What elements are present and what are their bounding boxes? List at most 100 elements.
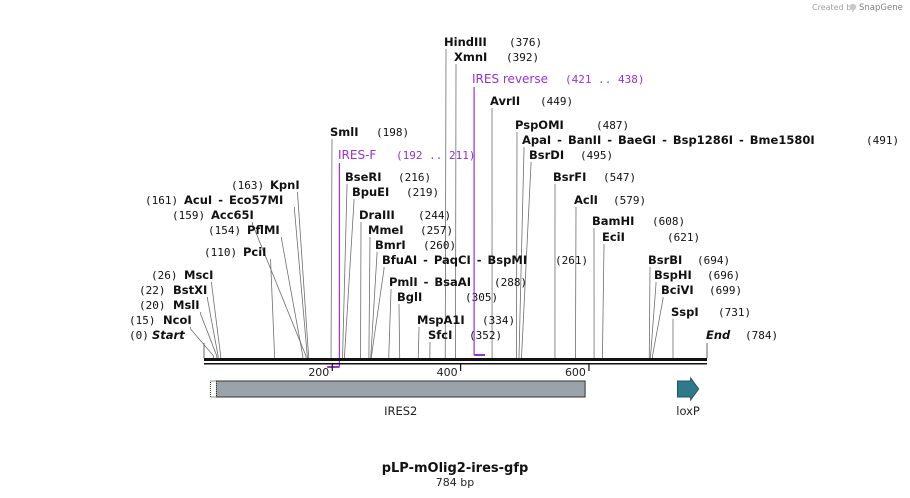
enzyme-bsrdi: BsrDI bbox=[529, 148, 564, 162]
enzyme-draiii: DraIII bbox=[359, 208, 395, 222]
enzyme-bstxi: BstXI bbox=[173, 283, 207, 297]
site-name-bfuai: BfuAI - PaqCI - BspMI bbox=[382, 253, 527, 267]
site-kpni: KpnI (163) bbox=[231, 178, 300, 192]
site-name-sspi: SspI bbox=[671, 305, 699, 319]
enzyme-bcivi: BciVI bbox=[661, 283, 694, 297]
enzyme-xmni: XmnI bbox=[454, 50, 487, 64]
site-apai: ApaI - BanII - BaeGI - Bsp1286I - Bme1580I (491) bbox=[522, 133, 899, 147]
site-position-acc65i: (159) bbox=[172, 209, 205, 222]
site-name-acui: AcuI - Eco57MI bbox=[184, 193, 283, 207]
site-position-mspa1i: (334) bbox=[482, 314, 515, 327]
enzyme-kpni: KpnI bbox=[270, 178, 300, 192]
site-mmei: MmeI (257) bbox=[368, 223, 453, 237]
site-draiii: DraIII (244) bbox=[359, 208, 451, 222]
site-acc65i: Acc65I (159) bbox=[172, 208, 254, 222]
primer-name-ires-f: IRES-F bbox=[338, 148, 376, 162]
enzyme-pcii: PciI bbox=[243, 245, 266, 259]
leader-msci bbox=[211, 282, 222, 358]
site-separator: - bbox=[607, 133, 612, 147]
leader-bsphi bbox=[650, 282, 657, 358]
site-position-msli: (20) bbox=[139, 299, 166, 312]
site-bsphi: BspHI (696) bbox=[654, 268, 740, 282]
enzyme-pflmi: PflMI bbox=[247, 223, 280, 237]
leader-msli bbox=[200, 312, 218, 358]
site-position-bsrfi: (547) bbox=[603, 171, 636, 184]
site-position-bsrbi: (694) bbox=[697, 254, 730, 267]
start-label: Start bbox=[152, 328, 185, 342]
site-position-bamhi: (608) bbox=[652, 215, 685, 228]
site-position-avrii: (449) bbox=[540, 95, 573, 108]
sequence-backbone bbox=[204, 358, 707, 365]
site-name-pspomi: PspOMI bbox=[515, 118, 564, 132]
primer-name-ires-reverse: IRES reverse bbox=[472, 72, 548, 86]
enzyme-mmei: MmeI bbox=[368, 223, 404, 237]
enzyme-bfuai: BfuAI bbox=[382, 253, 417, 267]
site-name-mspa1i: MspA1I bbox=[417, 313, 465, 327]
enzyme-bmri: BmrI bbox=[375, 238, 406, 252]
enzyme-sfci: SfcI bbox=[428, 328, 452, 342]
enzyme-ncoi: NcoI bbox=[163, 313, 192, 327]
leader-mspa1i bbox=[417, 327, 420, 358]
enzyme-paqci: PaqCI bbox=[434, 253, 471, 267]
site-separator: - bbox=[662, 133, 667, 147]
backbone-bottom-strand bbox=[204, 363, 707, 365]
feature-truncation-ires2 bbox=[209, 380, 217, 398]
enzyme-banii: BanII bbox=[568, 133, 601, 147]
enzyme-bseri: BseRI bbox=[345, 170, 382, 184]
enzyme-ecii: EciI bbox=[602, 230, 625, 244]
leader-bstxi bbox=[207, 297, 219, 358]
leader-pmli bbox=[388, 289, 392, 358]
snapgene-logo-icon bbox=[849, 3, 857, 11]
site-position-bgli: (305) bbox=[465, 291, 498, 304]
site-pspomi: PspOMI (487) bbox=[515, 118, 629, 132]
leader-apai bbox=[518, 147, 525, 358]
site-separator: - bbox=[423, 253, 428, 267]
site-name-ncoi: NcoI bbox=[163, 313, 192, 327]
site-bamhi: BamHI (608) bbox=[592, 214, 685, 228]
site-name-xmni: XmnI bbox=[454, 50, 487, 64]
site-bsrdi: BsrDI (495) bbox=[529, 148, 613, 162]
site-position-bseri: (216) bbox=[398, 171, 431, 184]
site-bmri: BmrI (260) bbox=[375, 238, 456, 252]
site-leader-lines bbox=[190, 49, 674, 358]
enzyme-acli: AclI bbox=[574, 193, 598, 207]
leader-pflmi bbox=[281, 237, 304, 358]
leader-bsrbi bbox=[648, 267, 651, 358]
site-msli: MslI (20) bbox=[139, 298, 200, 312]
site-position-acli: (579) bbox=[613, 194, 646, 207]
enzyme-bamhi: BamHI bbox=[592, 214, 634, 228]
site-position-apai: (491) bbox=[866, 134, 899, 147]
enzyme-pmli: PmlI bbox=[389, 275, 418, 289]
site-name-mmei: MmeI bbox=[368, 223, 404, 237]
site-sfci: SfcI (352) bbox=[428, 328, 502, 342]
site-acli: AclI (579) bbox=[574, 193, 646, 207]
site-name-kpni: KpnI bbox=[270, 178, 300, 192]
site-position-pspomi: (487) bbox=[596, 119, 629, 132]
leader-bmri bbox=[370, 252, 378, 358]
site-position-ncoi: (15) bbox=[129, 314, 156, 327]
leader-smli bbox=[330, 139, 333, 358]
leader-pspomi bbox=[516, 132, 518, 358]
enzyme-bme1580i: Bme1580I bbox=[750, 133, 815, 147]
primer-ires-f: IRES-F (192 .. 211) bbox=[327, 148, 475, 368]
site-name-bgli: BglI bbox=[397, 290, 422, 304]
site-labels: HindIII (376) XmnI (392) AvrII (449) PspOMI (48… bbox=[129, 35, 899, 342]
enzyme-apai: ApaI bbox=[522, 133, 551, 147]
site-name-avrii: AvrII bbox=[490, 94, 520, 108]
start-position: (0) bbox=[129, 329, 149, 342]
site-position-sfci: (352) bbox=[469, 329, 502, 342]
enzyme-eco57mi: Eco57MI bbox=[229, 193, 283, 207]
site-position-bsrdi: (495) bbox=[580, 149, 613, 162]
primer-ires-reverse: IRES reverse (421 .. 438) bbox=[472, 72, 644, 356]
enzyme-bspmi: BspMI bbox=[488, 253, 528, 267]
enzyme-acc65i: Acc65I bbox=[211, 208, 254, 222]
enzyme-smli: SmlI bbox=[330, 125, 359, 139]
site-position-kpni: (163) bbox=[231, 179, 264, 192]
site-name-bamhi: BamHI bbox=[592, 214, 634, 228]
site-position-sspi: (731) bbox=[718, 306, 751, 319]
site-name-bpuei: BpuEI bbox=[352, 185, 389, 199]
credit-brand: SnapGene bbox=[859, 3, 903, 13]
site-name-bstxi: BstXI bbox=[173, 283, 207, 297]
feature-ires2: IRES2 bbox=[209, 380, 586, 418]
